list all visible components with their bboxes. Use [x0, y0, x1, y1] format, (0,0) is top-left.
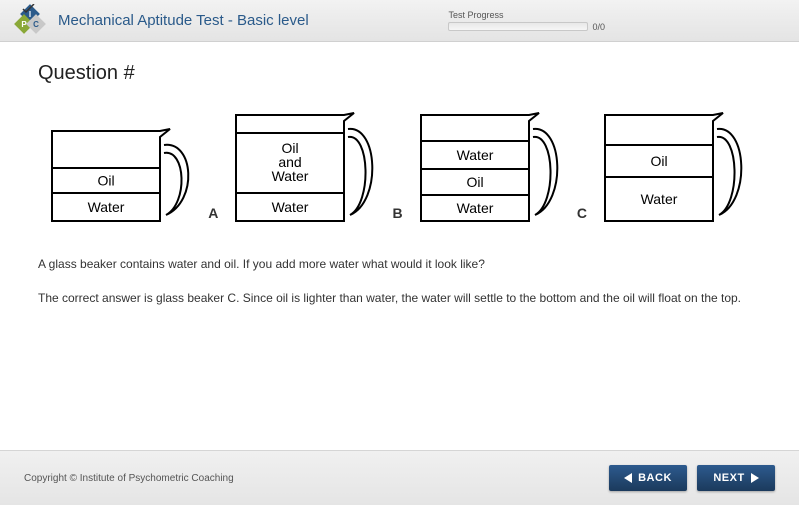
progress-block: Test Progress 0/0 — [448, 10, 605, 32]
beaker-C: C Oil Water — [577, 103, 761, 223]
svg-text:P: P — [21, 20, 27, 29]
beaker-B: B Water Oil Water — [393, 103, 577, 223]
footer-bar: Copyright © Institute of Psychometric Co… — [0, 450, 799, 505]
progress-value: 0/0 — [592, 22, 605, 32]
content-area: Question # OilWater A OilandWaterWater B… — [0, 42, 799, 450]
svg-text:Water: Water — [272, 168, 309, 184]
arrow-right-icon — [751, 473, 759, 483]
beaker-option-label: B — [393, 205, 403, 221]
app-logo: I P C — [14, 4, 48, 38]
next-button-label: NEXT — [713, 472, 744, 484]
next-button[interactable]: NEXT — [697, 465, 775, 491]
back-button-label: BACK — [638, 472, 672, 484]
beaker-original: Oil Water — [38, 113, 208, 223]
svg-text:I: I — [29, 10, 31, 19]
svg-text:C: C — [33, 20, 39, 29]
svg-text:Water: Water — [456, 200, 493, 216]
back-button[interactable]: BACK — [609, 465, 687, 491]
header-bar: I P C Mechanical Aptitude Test - Basic l… — [0, 0, 799, 42]
svg-text:Water: Water — [641, 191, 678, 207]
question-explanation: The correct answer is glass beaker C. Si… — [38, 285, 761, 311]
nav-buttons: BACK NEXT — [609, 465, 775, 491]
svg-text:Water: Water — [88, 199, 125, 215]
svg-text:Water: Water — [456, 147, 493, 163]
beakers-diagram: OilWater A OilandWaterWater B WaterOilWa… — [38, 103, 761, 223]
test-title: Mechanical Aptitude Test - Basic level — [58, 12, 309, 29]
svg-text:Oil: Oil — [650, 153, 667, 169]
question-prompt: A glass beaker contains water and oil. I… — [38, 251, 761, 277]
arrow-left-icon — [624, 473, 632, 483]
progress-label: Test Progress — [448, 10, 605, 20]
beaker-option-label: A — [208, 205, 218, 221]
beaker-option-label: C — [577, 205, 587, 221]
svg-text:Oil: Oil — [97, 173, 114, 189]
copyright-text: Copyright © Institute of Psychometric Co… — [24, 473, 234, 484]
progress-bar — [448, 22, 588, 31]
beaker-A: A OilandWaterWater — [208, 103, 392, 223]
question-heading: Question # — [38, 62, 761, 85]
svg-text:Water: Water — [272, 199, 309, 215]
svg-text:Oil: Oil — [466, 174, 483, 190]
